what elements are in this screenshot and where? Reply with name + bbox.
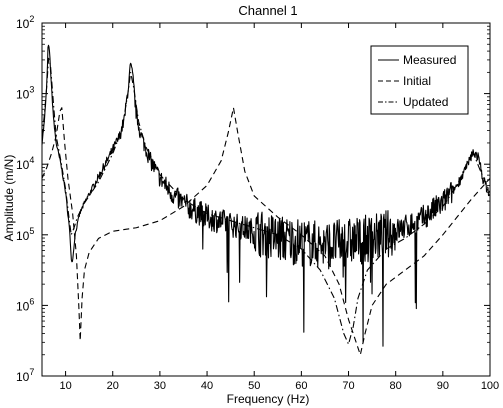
plot-frame — [41, 22, 491, 377]
series-layer — [41, 44, 491, 356]
legend-box — [370, 45, 469, 115]
series-line-updated — [41, 57, 491, 345]
y-axis-label: Amplitude (m/N) — [2, 155, 16, 242]
y-tick-label: 102 — [16, 14, 34, 31]
x-tick-label: 90 — [437, 380, 449, 392]
chart-title: Channel 1 — [238, 3, 297, 18]
legend: Measured Initial Updated — [370, 45, 469, 115]
x-axis-label: Frequency (Hz) — [227, 392, 310, 406]
series-line-initial — [41, 107, 491, 356]
y-tick-label: 104 — [16, 155, 34, 172]
series-line-measured — [41, 44, 491, 347]
legend-label-initial: Initial — [403, 74, 431, 88]
x-tick-label: 10 — [59, 380, 71, 392]
legend-label-updated: Updated — [403, 95, 448, 109]
x-tick-label: 100 — [481, 380, 499, 392]
y-tick-label: 106 — [16, 296, 34, 313]
x-tick-label: 50 — [248, 380, 260, 392]
x-tick-label: 70 — [342, 380, 354, 392]
y-tick-label: 105 — [16, 226, 34, 243]
x-tick-label: 40 — [201, 380, 213, 392]
y-tick-label: 103 — [16, 85, 34, 102]
legend-label-measured: Measured — [403, 53, 456, 67]
x-tick-label: 30 — [154, 380, 166, 392]
x-tick-label: 60 — [295, 380, 307, 392]
x-tick-label: 80 — [390, 380, 402, 392]
y-tick-label: 107 — [16, 367, 34, 384]
x-tick-label: 20 — [107, 380, 119, 392]
